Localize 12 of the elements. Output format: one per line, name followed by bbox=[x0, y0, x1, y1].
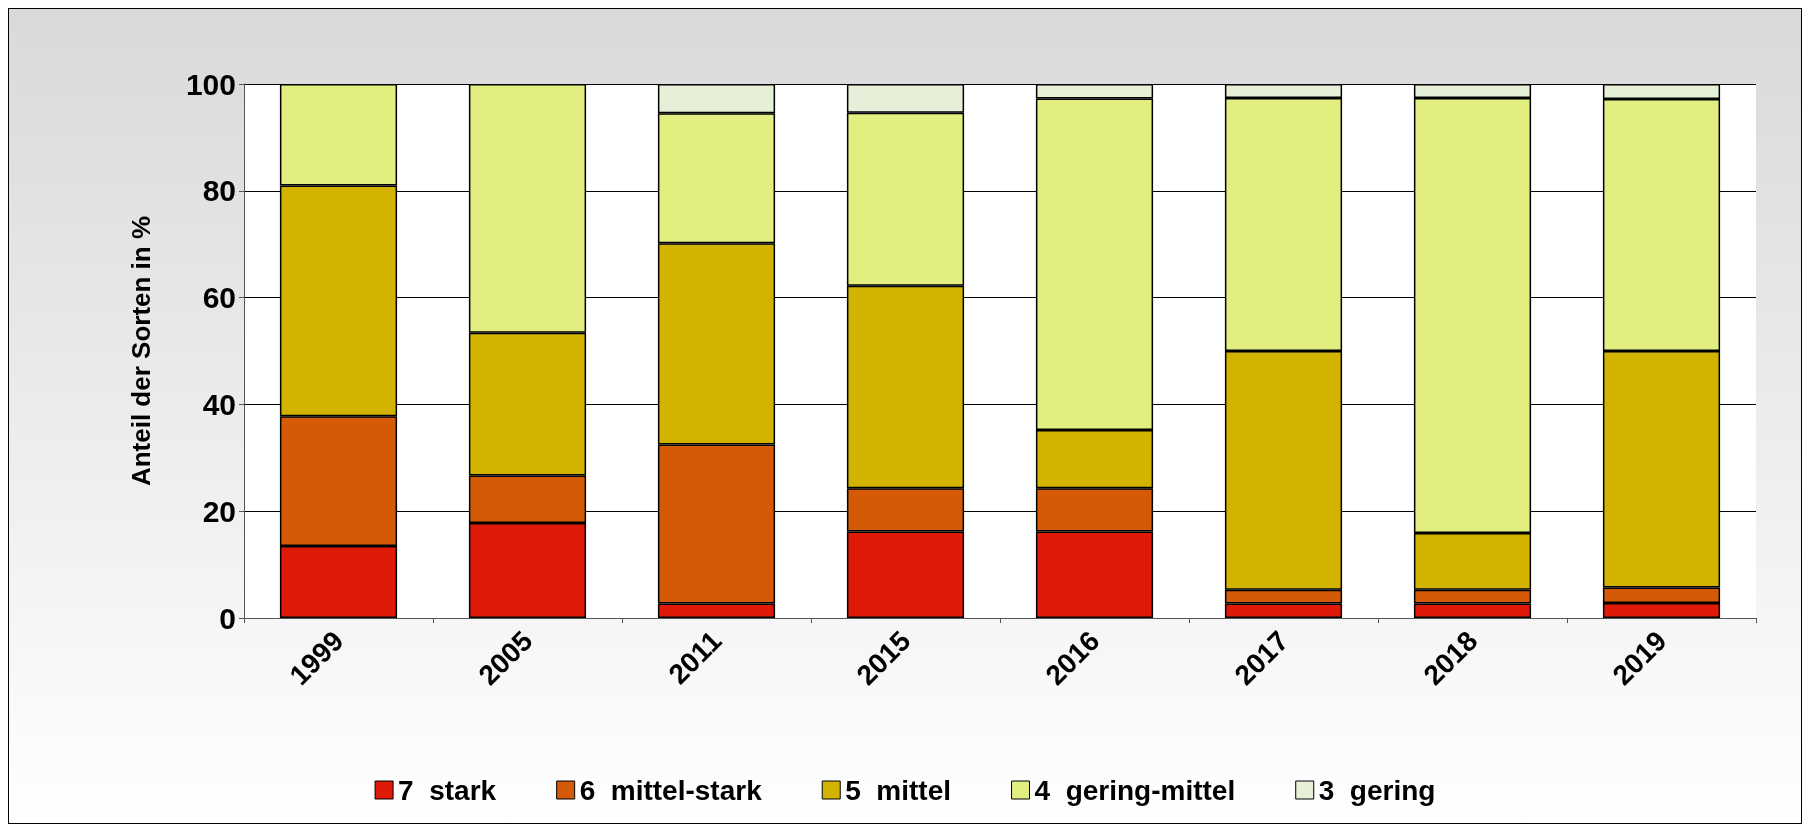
y-tick-label: 20 bbox=[202, 494, 236, 528]
legend-label: 6 mittel-stark bbox=[579, 774, 763, 806]
y-tick-label: 80 bbox=[202, 174, 236, 208]
legend-label: 3 gering bbox=[1318, 774, 1436, 806]
y-tick-label: 100 bbox=[185, 67, 236, 101]
y-axis-title: Anteil der Sorten in % bbox=[126, 215, 156, 487]
y-tick-label: 0 bbox=[219, 601, 236, 635]
legend-label: 7 stark bbox=[398, 774, 497, 806]
legend-label: 5 mittel bbox=[845, 774, 952, 806]
y-tick-label: 40 bbox=[202, 387, 236, 421]
legend-label: 4 gering-mittel bbox=[1034, 774, 1236, 806]
y-tick-label: 60 bbox=[202, 281, 236, 315]
